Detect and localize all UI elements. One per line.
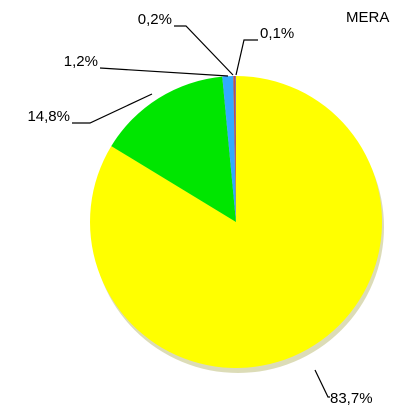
leader-line <box>235 39 258 76</box>
pie-slice <box>235 76 236 222</box>
leader-line <box>174 25 234 76</box>
leader-line <box>314 369 330 398</box>
chart-title: MERA <box>346 9 389 26</box>
pie-slice <box>222 76 236 222</box>
pie-slice <box>111 76 236 223</box>
pie-slice <box>233 76 236 222</box>
data-label: 0,1% <box>260 25 294 42</box>
leader-line <box>72 93 153 124</box>
data-label: 14,8% <box>27 108 70 125</box>
data-label: 83,7% <box>330 390 373 407</box>
data-label: 1,2% <box>64 53 98 70</box>
data-label: 0,2% <box>138 11 172 28</box>
leader-line <box>99 67 229 77</box>
